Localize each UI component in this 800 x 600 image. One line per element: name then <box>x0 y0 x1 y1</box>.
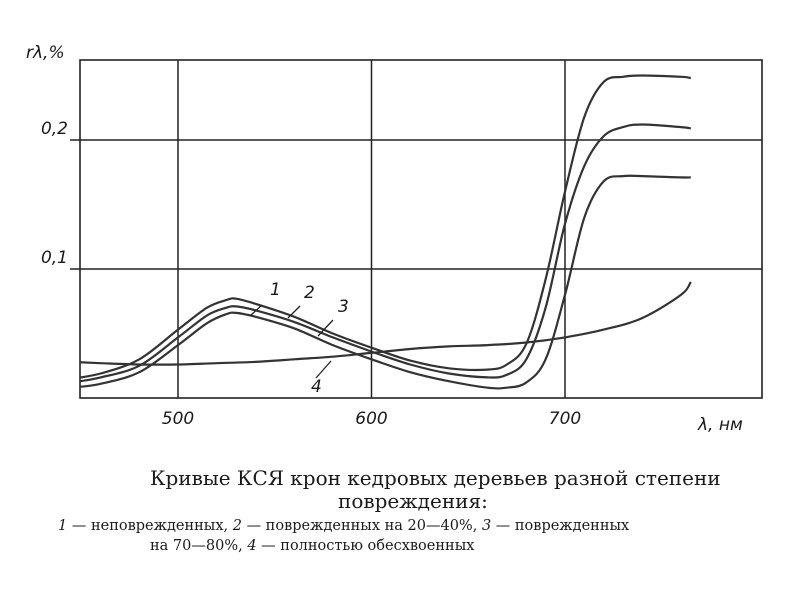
curve-leader-2 <box>287 305 301 319</box>
curve-label-1: 1 <box>270 280 281 300</box>
caption-title-line2: повреждения: <box>338 489 488 513</box>
curve-label-3: 3 <box>338 297 349 317</box>
legend-number-4: 4 <box>247 538 257 554</box>
curve-leader-1 <box>249 304 263 317</box>
legend-number-2: 2 <box>232 518 242 534</box>
legend-number-3: 3 <box>481 518 492 534</box>
legend-text-1: — неповрежденных, <box>67 518 233 534</box>
figure-caption-legend: 1 — неповрежденных, 2 — поврежденных на … <box>58 516 783 536</box>
plot-frame <box>79 59 763 399</box>
y-axis-label: rλ,% <box>26 43 65 63</box>
figure-caption-title-line2: повреждения: <box>338 489 488 513</box>
x-tick-label-700: 700 <box>549 409 581 429</box>
x-axis-label: λ, нм <box>697 415 743 435</box>
figure-caption-title: Кривые КСЯ крон кедровых деревьев разной… <box>150 466 790 490</box>
x-tick-label-600: 600 <box>355 409 387 429</box>
series-line-4 <box>80 281 692 366</box>
legend-text-3b: на 70—80%, <box>150 538 248 554</box>
curve-leader-4 <box>315 360 332 379</box>
x-tick-label-500: 500 <box>162 409 194 429</box>
legend-text-3: — поврежденных <box>491 518 630 534</box>
legend-text-4: — полностью обесхвоенных <box>256 538 475 554</box>
legend-text-2: — поврежденных на 20—40%, <box>241 518 482 534</box>
caption-title-line1: Кривые КСЯ крон кедровых деревьев разной… <box>150 466 721 490</box>
curve-label-2: 2 <box>304 283 315 303</box>
legend-number-1: 1 <box>58 518 68 534</box>
curve-leader-3 <box>317 319 334 337</box>
spectral-reflectance-chart: 500 600 700 0,1 0,2 rλ,% λ, нм 1 2 3 4 <box>26 43 763 435</box>
series-line-3 <box>80 174 691 390</box>
y-tick-label-1: 0,2 <box>41 119 68 139</box>
y-tick-label-0: 0,1 <box>41 248 68 268</box>
curve-label-4: 4 <box>311 377 322 397</box>
figure-caption-legend-line2: на 70—80%, 4 — полностью обесхвоенных <box>150 536 474 556</box>
series-line-1 <box>80 74 691 379</box>
series-line-2 <box>80 123 691 383</box>
